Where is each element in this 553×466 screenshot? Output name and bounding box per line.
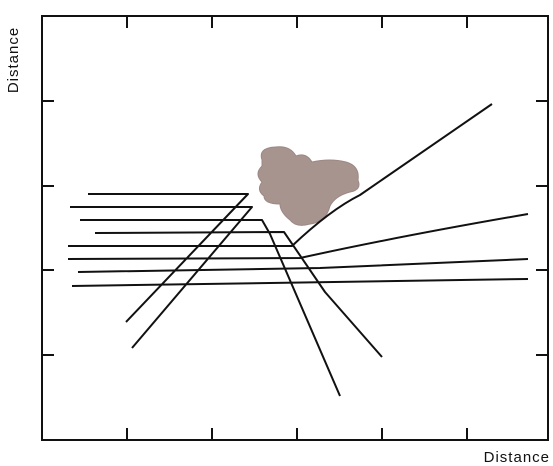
streamlines — [68, 104, 528, 396]
frame-ticks — [42, 16, 548, 440]
plot-frame — [42, 16, 548, 440]
diagram: Distance Distance — [0, 0, 553, 466]
cloud — [258, 147, 359, 226]
x-axis-label: Distance — [484, 449, 550, 466]
page: Distance Distance (() => { const data = … — [0, 0, 553, 466]
y-axis-label: Distance — [5, 27, 22, 93]
